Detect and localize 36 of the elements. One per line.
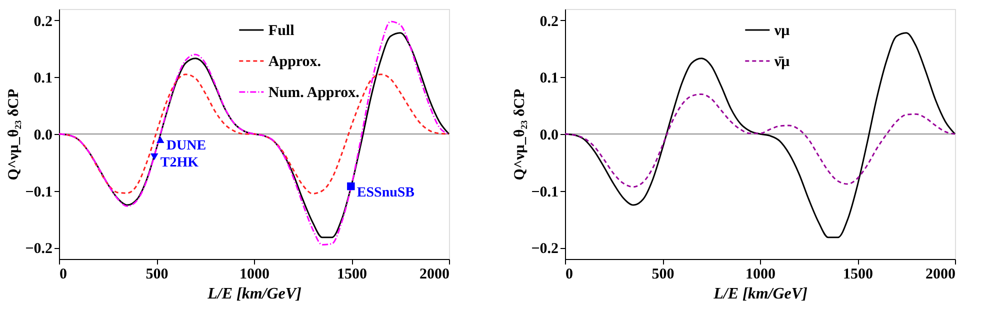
legend-label: Full [268, 23, 294, 39]
x-axis-title: L/E [km/GeV] [712, 286, 808, 302]
x-tick-label: 1500 [337, 266, 367, 282]
y-tick-label: −0.1 [531, 184, 558, 200]
y-tick-label: −0.2 [531, 241, 558, 258]
x-tick-label: 500 [146, 266, 168, 282]
series-label: T2HK [160, 156, 199, 171]
x-tick-label: 0 [566, 266, 573, 282]
legend-label: ν̄μ [773, 54, 790, 70]
point [156, 136, 164, 144]
x-tick-label: 500 [652, 266, 674, 282]
y-tick-label: 0.0 [540, 128, 558, 144]
y-axis-title: Q^νμ_θ₂₃ δCP [512, 88, 528, 180]
y-tick-label: −0.1 [25, 184, 52, 200]
y-tick-label: 0.1 [34, 70, 52, 87]
y-axis-title: Q^νμ_θ₂₃ δCP [6, 88, 22, 180]
x-tick-label: 2000 [420, 266, 450, 282]
y-tick-label: 0.2 [540, 14, 558, 30]
line-series [564, 93, 956, 188]
y-tick-label: 0.1 [540, 70, 558, 87]
y-tick-label: −0.2 [25, 241, 52, 258]
series-label: ESSnuSB [356, 185, 415, 200]
x-tick-label: 1500 [843, 266, 873, 282]
y-tick-label: 0.2 [34, 14, 52, 30]
legend-label: Approx. [268, 54, 322, 70]
x-tick-label: 1000 [746, 266, 776, 282]
x-tick-label: 2000 [926, 266, 956, 282]
y-tick-label: 0.0 [34, 128, 52, 144]
x-tick-label: 0 [60, 266, 67, 282]
series-label: DUNE [166, 138, 206, 154]
x-axis-title: L/E [km/GeV] [206, 286, 302, 302]
point [347, 182, 355, 190]
legend-label: Num. Approx. [268, 85, 360, 101]
x-tick-label: 1000 [240, 266, 270, 282]
legend-label: νμ [773, 23, 790, 39]
point [150, 153, 158, 160]
